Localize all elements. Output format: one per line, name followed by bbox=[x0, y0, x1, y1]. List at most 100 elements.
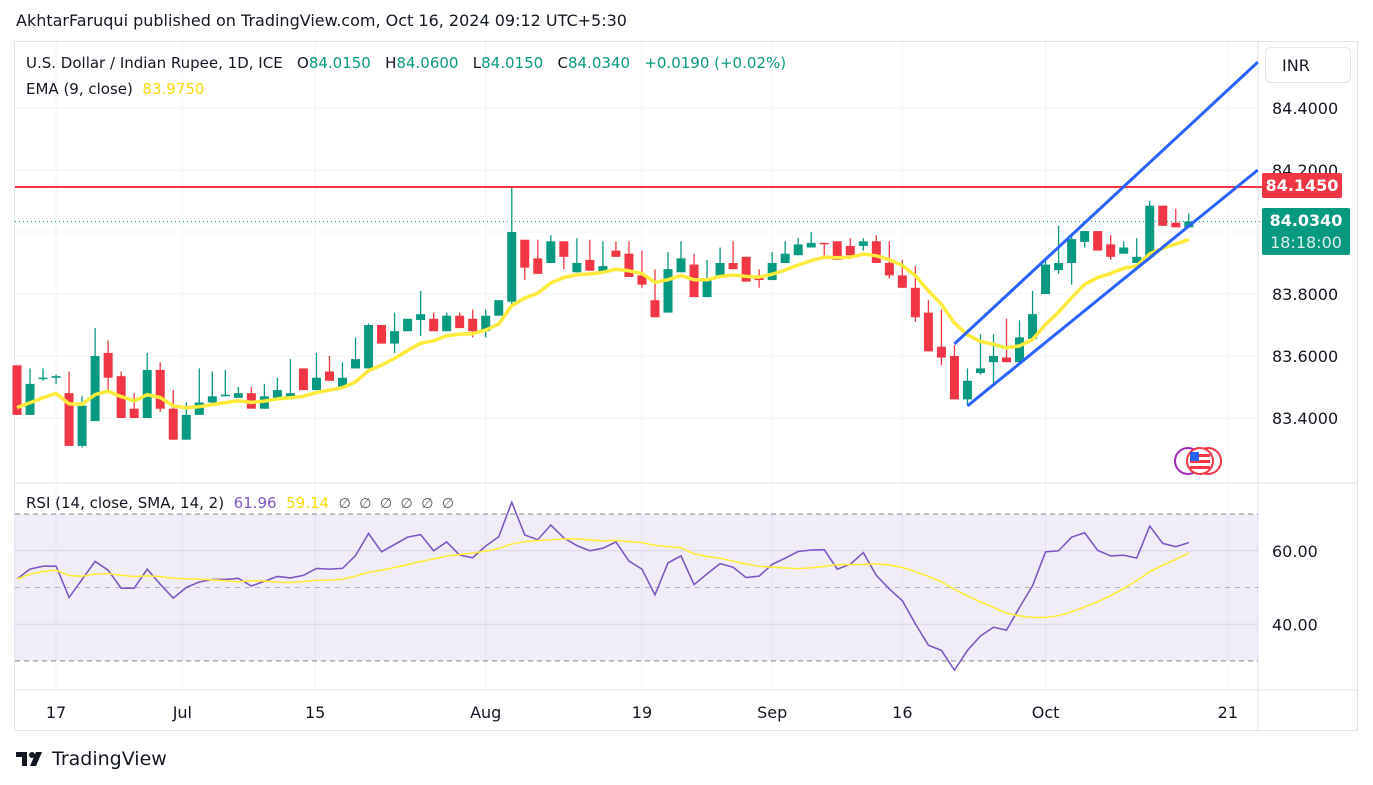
candle-down bbox=[910, 287, 920, 318]
candle-up bbox=[546, 241, 556, 263]
candle-up bbox=[702, 280, 712, 298]
candle-up bbox=[806, 242, 816, 248]
candle-down bbox=[429, 318, 439, 332]
ema-legend[interactable]: EMA (9, close) 83.9750 bbox=[26, 80, 204, 98]
candle-down bbox=[559, 241, 569, 257]
rsi-extra-values: ∅ ∅ ∅ ∅ ∅ ∅ bbox=[338, 496, 457, 512]
time-tick-label: 21 bbox=[1218, 703, 1238, 722]
candle-down bbox=[103, 352, 113, 378]
candle-up bbox=[507, 232, 517, 302]
time-tick-label: Aug bbox=[470, 703, 501, 722]
symbol-name: U.S. Dollar / Indian Rupee, 1D, ICE bbox=[26, 54, 283, 72]
candle-up bbox=[676, 258, 686, 273]
candle-down bbox=[377, 325, 387, 344]
channel-line-lower bbox=[966, 168, 1259, 408]
time-tick-label: Oct bbox=[1032, 703, 1060, 722]
low-label: L bbox=[472, 54, 482, 72]
currency-button[interactable]: INR bbox=[1265, 47, 1351, 83]
us-flag-icon[interactable] bbox=[1173, 446, 1233, 476]
grid bbox=[15, 42, 1358, 730]
candle-down bbox=[468, 318, 478, 332]
high-value: 84.0600 bbox=[396, 54, 459, 72]
candle-down bbox=[624, 253, 634, 277]
time-tick-label: 15 bbox=[305, 703, 325, 722]
rsi-legend[interactable]: RSI (14, close, SMA, 14, 2) 61.96 59.14 … bbox=[26, 494, 456, 512]
candle-up bbox=[285, 393, 295, 397]
candle-up bbox=[351, 359, 361, 369]
ema-value: 83.9750 bbox=[142, 80, 205, 98]
events-flags[interactable] bbox=[1173, 446, 1233, 476]
candle-up bbox=[390, 331, 400, 344]
candle-down bbox=[1093, 231, 1103, 251]
rsi-tick-label: 40.00 bbox=[1272, 615, 1318, 634]
candle-up bbox=[1028, 314, 1038, 339]
candle-up bbox=[962, 380, 972, 400]
candle-up bbox=[598, 266, 608, 273]
candle-down bbox=[1158, 205, 1168, 226]
candle-down bbox=[741, 256, 751, 282]
candle-down bbox=[1002, 357, 1012, 363]
price-tick-label: 83.4000 bbox=[1272, 409, 1338, 428]
candle-up bbox=[442, 315, 452, 332]
candle-down bbox=[168, 408, 178, 440]
time-tick-label: 16 bbox=[892, 703, 912, 722]
ema-line bbox=[16, 237, 1190, 410]
candle-down bbox=[1106, 244, 1116, 257]
candle-up bbox=[194, 402, 204, 415]
candle-down bbox=[845, 245, 855, 256]
candle-up bbox=[572, 263, 582, 273]
candle-up bbox=[494, 300, 504, 316]
candle-down bbox=[64, 393, 74, 446]
price-tick-label: 83.6000 bbox=[1272, 347, 1338, 366]
candle-up bbox=[207, 396, 217, 403]
candle-down bbox=[1171, 222, 1181, 228]
candle-up bbox=[1119, 247, 1129, 254]
candle-up bbox=[403, 318, 413, 332]
time-tick-label: Jul bbox=[172, 703, 192, 722]
time-tick-label: 19 bbox=[632, 703, 652, 722]
candle-down bbox=[897, 275, 907, 288]
tradingview-logo[interactable]: TradingView bbox=[16, 748, 167, 770]
candle-up bbox=[51, 376, 61, 378]
candle-up bbox=[780, 253, 790, 263]
candle-up bbox=[1080, 231, 1090, 242]
last-price-tag: 84.0340 18:18:00 bbox=[1262, 208, 1350, 255]
candle-down bbox=[155, 369, 165, 409]
rsi-bands bbox=[15, 513, 1258, 662]
candle-up bbox=[233, 393, 243, 398]
candle-up bbox=[715, 263, 725, 276]
ema-label: EMA (9, close) bbox=[26, 80, 133, 98]
candle-up bbox=[90, 356, 100, 422]
candle-down bbox=[533, 258, 543, 274]
candle-down bbox=[585, 259, 595, 271]
candle-down bbox=[129, 408, 139, 418]
candle-down bbox=[949, 356, 959, 400]
price-tick-label: 83.8000 bbox=[1272, 285, 1338, 304]
candle-up bbox=[220, 394, 230, 397]
last-price-value: 84.0340 bbox=[1269, 211, 1343, 230]
candle-down bbox=[884, 263, 894, 276]
rsi-label: RSI (14, close, SMA, 14, 2) bbox=[26, 494, 225, 512]
candle-up bbox=[25, 383, 35, 415]
candle-up bbox=[1054, 263, 1064, 271]
channel-line-upper bbox=[953, 61, 1259, 346]
rsi-value: 61.96 bbox=[233, 494, 277, 512]
candle-down bbox=[520, 239, 530, 268]
candle-up bbox=[1041, 264, 1051, 294]
candle-up bbox=[338, 377, 347, 387]
candle-up bbox=[793, 244, 803, 256]
candle-down bbox=[936, 346, 946, 358]
open-label: O bbox=[297, 54, 309, 72]
candle-down bbox=[728, 263, 738, 270]
candle-up bbox=[767, 263, 777, 281]
candle-down bbox=[637, 275, 647, 285]
tradingview-logo-text: TradingView bbox=[52, 748, 167, 770]
candle-up bbox=[38, 377, 48, 380]
low-value: 84.0150 bbox=[481, 54, 544, 72]
rsi-tick-label: 60.00 bbox=[1272, 542, 1318, 561]
rsi-sma-value: 59.14 bbox=[286, 494, 330, 512]
time-tick-label: Sep bbox=[757, 703, 787, 722]
candle-up bbox=[311, 377, 321, 391]
candle-up bbox=[364, 325, 374, 369]
